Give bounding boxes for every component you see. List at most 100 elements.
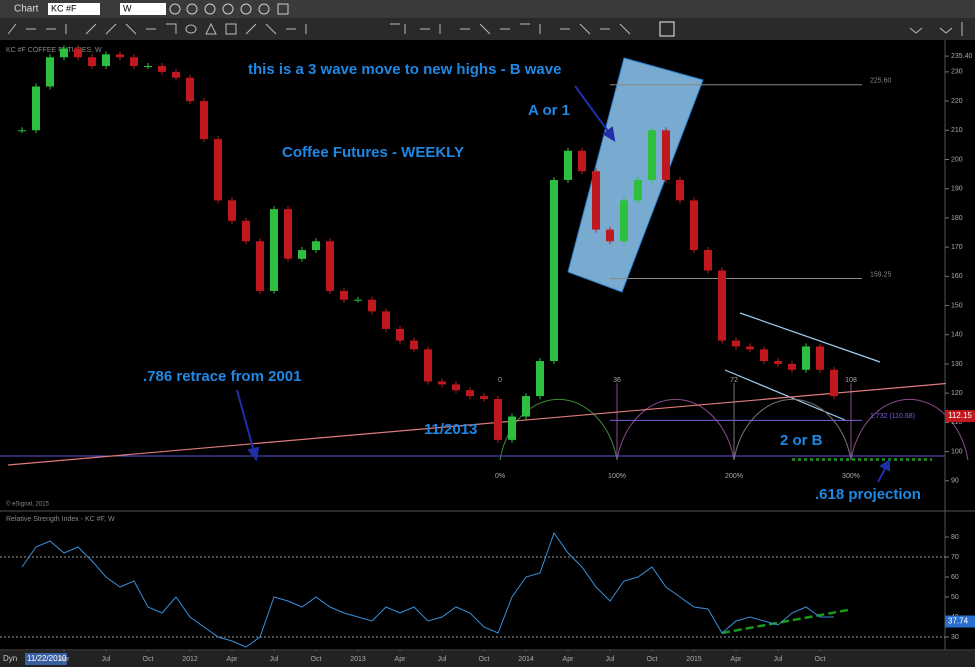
candle [116, 54, 124, 58]
candle [522, 396, 530, 417]
x-tick-label: Jul [438, 656, 447, 663]
candle [606, 229, 614, 242]
x-tick-label: Jul [102, 656, 111, 663]
candle [158, 66, 166, 72]
interval-box[interactable] [120, 3, 166, 15]
candle [312, 241, 320, 251]
level-label: 225.60 [870, 78, 892, 85]
date-box [25, 653, 67, 665]
last-price-label: 112.15 [948, 411, 972, 420]
wave-channel [567, 57, 704, 293]
x-tick-label: Apr [227, 656, 239, 663]
candle [578, 150, 586, 172]
candle [508, 416, 516, 440]
annotation: 11/2013 [424, 421, 477, 438]
candle [382, 311, 390, 329]
x-tick-label: Apr [59, 656, 71, 663]
cycle-label: 0 [498, 377, 502, 384]
annotation: 2 or B [780, 432, 823, 449]
rsi-tick-label: 60 [951, 574, 959, 581]
candle [676, 179, 684, 201]
x-tick-label: Oct [311, 656, 322, 663]
arrows [236, 85, 890, 483]
cycle-label: 72 [730, 377, 738, 384]
level-label: 1.732 (110.68) [870, 413, 915, 420]
candle [620, 200, 628, 242]
x-tick-label: Jul [606, 656, 615, 663]
rsi-label: Relative Strength Index - KC #F, W [6, 516, 115, 523]
x-tick-label: Jul [270, 656, 279, 663]
symbol[interactable]: KC #F [51, 3, 77, 13]
candle [340, 290, 348, 300]
y-tick-label: 220 [951, 98, 963, 105]
candle [242, 220, 250, 242]
x-tick-label: Oct [647, 656, 658, 663]
level-label: 159.25 [870, 271, 892, 278]
candle [256, 241, 264, 291]
candle [494, 399, 502, 440]
rsi-tick-label: 80 [951, 534, 959, 541]
y-tick-label: 150 [951, 302, 963, 309]
symbol-box[interactable] [48, 3, 100, 15]
candle [760, 349, 768, 362]
interval[interactable]: W [123, 3, 132, 13]
annotation: A or 1 [528, 102, 570, 119]
candle [788, 363, 796, 370]
y-tick-label: 130 [951, 361, 963, 368]
y-tick-label: 210 [951, 127, 963, 134]
cycle-percent: 100% [608, 473, 626, 480]
annotation: .618 projection [815, 486, 921, 503]
candle [172, 71, 180, 78]
candle [704, 250, 712, 271]
y-tick-label: 160 [951, 273, 963, 280]
candle [550, 179, 558, 362]
candle [690, 200, 698, 251]
footer-mode[interactable]: Dyn [3, 654, 17, 663]
candle [368, 299, 376, 312]
y-tick-label: 90 [951, 478, 959, 485]
candle [354, 299, 362, 301]
rsi-last-label: 37.74 [948, 617, 969, 626]
toolbar-icons[interactable] [169, 3, 289, 15]
candle [816, 346, 824, 370]
candle [32, 86, 40, 131]
time-axis-bg [0, 651, 975, 667]
y-tick-label: 120 [951, 390, 963, 397]
x-tick-label: 2013 [350, 656, 366, 663]
cycle-label: 108 [845, 377, 857, 384]
cycle-label: 36 [613, 377, 621, 384]
rsi-tick-label: 50 [951, 594, 959, 601]
candle [410, 340, 418, 350]
last-price-tag [945, 410, 975, 423]
cycle-percent: 300% [842, 473, 860, 480]
x-tick-label: 2012 [182, 656, 198, 663]
candle [732, 340, 740, 347]
candle [102, 54, 110, 67]
y-tick-label: 235.40 [951, 53, 973, 60]
candle [214, 139, 222, 201]
candle [326, 241, 334, 291]
window-title: Chart [14, 4, 39, 15]
drawing-toolbar [0, 18, 975, 40]
candle [564, 150, 572, 180]
candle [228, 200, 236, 221]
candle [438, 381, 446, 385]
candle [144, 66, 152, 68]
rsi-tick-label: 30 [951, 634, 959, 641]
candle [718, 270, 726, 341]
drawing-tools[interactable] [7, 21, 963, 37]
x-tick-label: Apr [731, 656, 743, 663]
x-tick-label: Oct [815, 656, 826, 663]
candle [424, 349, 432, 382]
candle [270, 209, 278, 291]
x-tick-label: 2014 [518, 656, 534, 663]
chart-label: KC #F COFFEE FUTURES, W [6, 47, 102, 54]
rsi-line [21, 531, 834, 648]
y-tick-label: 200 [951, 156, 963, 163]
cycle-percent: 200% [725, 473, 743, 480]
x-tick-label: Apr [395, 656, 407, 663]
candle [18, 130, 26, 132]
candle [634, 179, 642, 201]
y-tick-label: 170 [951, 244, 963, 251]
